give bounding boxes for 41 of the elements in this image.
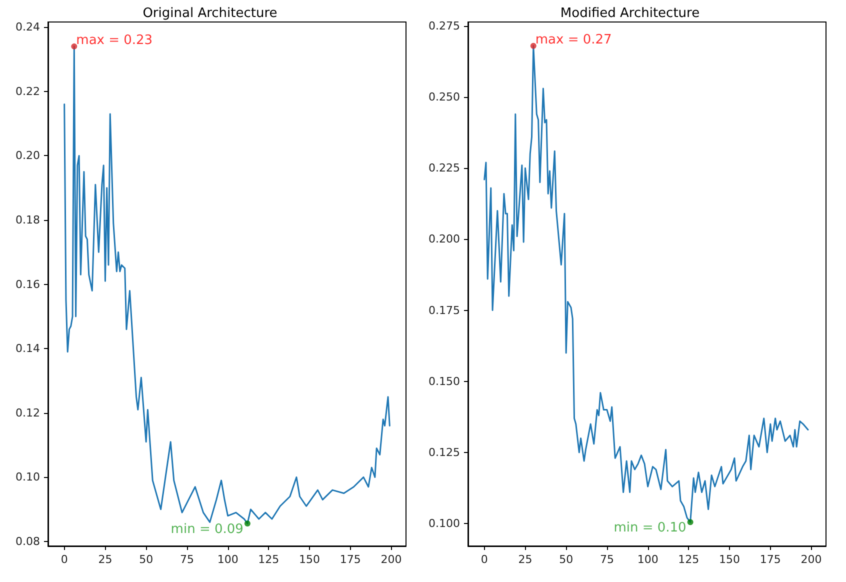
x-tick-label: 125	[258, 553, 280, 566]
y-tick-label: 0.175	[428, 304, 460, 317]
y-tick-label: 0.125	[428, 446, 460, 459]
annotation: min = 0.10	[614, 520, 686, 536]
y-tick-label: 0.10	[16, 470, 40, 484]
y-tick-label: 0.24	[16, 20, 40, 34]
x-tick-label: 0	[60, 553, 68, 566]
x-tick-label: 100	[217, 553, 238, 566]
x-tick-label: 200	[380, 553, 402, 566]
x-tick-label: 0	[480, 553, 488, 566]
y-tick-label: 0.150	[428, 374, 460, 388]
x-tick-label: 150	[719, 553, 740, 566]
y-tick-label: 0.20	[16, 149, 40, 162]
x-tick-label: 25	[518, 553, 532, 566]
y-tick-label: 0.100	[428, 517, 460, 530]
chart-title: Original Architecture	[142, 6, 278, 21]
y-tick-label: 0.16	[16, 278, 40, 291]
annotation: max = 0.27	[535, 32, 612, 48]
y-tick-label: 0.250	[428, 90, 460, 104]
x-tick-label: 150	[299, 553, 320, 566]
y-tick-label: 0.275	[428, 19, 460, 32]
x-tick-label: 125	[678, 553, 700, 566]
x-tick-label: 175	[340, 553, 361, 566]
x-tick-label: 50	[139, 553, 154, 566]
x-tick-label: 25	[98, 553, 112, 566]
y-tick-label: 0.18	[16, 214, 40, 227]
y-tick-label: 0.08	[16, 535, 40, 548]
annotation: min = 0.09	[170, 522, 244, 537]
x-tick-label: 200	[800, 553, 822, 566]
x-tick-label: 75	[600, 553, 614, 566]
chart-title: Modified Architecture	[560, 6, 700, 21]
y-tick-label: 0.12	[16, 406, 40, 420]
x-tick-label: 75	[180, 553, 194, 566]
y-tick-label: 0.22	[16, 84, 40, 98]
x-tick-label: 50	[559, 553, 574, 566]
x-tick-label: 100	[637, 553, 658, 566]
x-tick-label: 175	[760, 553, 781, 566]
y-tick-label: 0.200	[428, 232, 460, 246]
y-tick-label: 0.225	[428, 162, 460, 175]
annotation: max = 0.23	[76, 32, 153, 48]
y-tick-label: 0.14	[16, 342, 40, 356]
